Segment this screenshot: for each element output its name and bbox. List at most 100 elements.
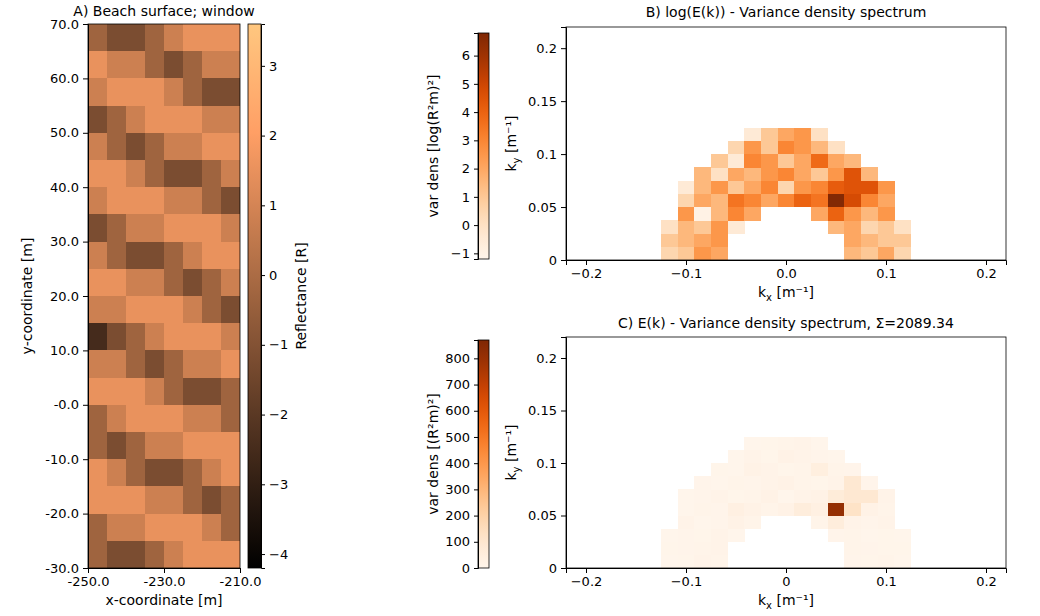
cell	[711, 489, 728, 502]
cell	[778, 167, 795, 181]
cell	[811, 476, 828, 489]
cell	[711, 476, 728, 489]
cell	[678, 502, 695, 515]
cell	[202, 514, 221, 542]
cell	[894, 247, 911, 260]
cell	[126, 378, 145, 406]
cell	[861, 234, 878, 248]
tick-label: 3	[269, 59, 277, 74]
cell	[678, 247, 695, 260]
tick-label: 5	[462, 77, 470, 92]
cell	[183, 24, 202, 52]
cell	[164, 242, 183, 270]
tick-mark	[474, 568, 478, 569]
cell	[221, 106, 240, 134]
cell	[861, 529, 878, 542]
colorbar	[248, 24, 261, 568]
tick-mark	[561, 358, 566, 359]
cell	[126, 187, 145, 215]
cell	[183, 269, 202, 297]
tick-mark	[83, 133, 88, 134]
tick: 30.0	[50, 234, 88, 249]
tick-label: 0.1	[876, 574, 897, 589]
cell	[811, 141, 828, 155]
cell	[202, 405, 221, 433]
tick-label: -210.0	[220, 574, 262, 589]
cell	[661, 234, 678, 248]
cell	[828, 463, 845, 476]
cell	[794, 450, 811, 463]
cells	[88, 24, 240, 568]
tick-label: −0.2	[571, 574, 603, 589]
cell	[221, 296, 240, 324]
colorbar-axis: −10123456	[451, 34, 479, 262]
cell	[728, 194, 745, 208]
cell	[183, 187, 202, 215]
cell	[126, 486, 145, 514]
cell	[861, 207, 878, 221]
cell	[164, 24, 183, 52]
cell	[778, 450, 795, 463]
cell	[828, 476, 845, 489]
cell	[728, 463, 745, 476]
label-part: [m⁻¹]	[503, 115, 519, 157]
cell	[88, 242, 107, 270]
axis-line	[561, 338, 567, 569]
tick: 0.1	[536, 147, 566, 162]
cell	[844, 516, 861, 529]
cell	[811, 489, 828, 502]
cell	[844, 220, 861, 234]
cell	[107, 214, 126, 242]
tick: 0.1	[536, 456, 566, 471]
cell	[744, 437, 761, 450]
tick: 1	[462, 190, 478, 205]
cell	[761, 167, 778, 181]
cell	[202, 106, 221, 134]
cell	[794, 141, 811, 155]
cell	[828, 207, 845, 221]
y-axis: 70.060.050.040.030.020.010.0-0.0-10.0-20…	[45, 17, 88, 576]
cell	[88, 459, 107, 487]
cell	[202, 323, 221, 351]
y-axis: 00.050.10.150.2	[528, 28, 566, 268]
cell	[744, 181, 761, 195]
tick-label: −1	[269, 337, 288, 352]
tick-label: 0	[549, 561, 557, 576]
cell	[878, 181, 895, 195]
cell	[221, 51, 240, 78]
tick-mark	[561, 260, 566, 261]
cell	[861, 489, 878, 502]
tick-mark	[83, 242, 88, 243]
cell	[164, 486, 183, 514]
cell	[107, 187, 126, 215]
cell	[88, 296, 107, 324]
cell	[88, 486, 107, 514]
cell	[794, 502, 811, 515]
cell	[126, 459, 145, 487]
cell	[761, 154, 778, 168]
tick-label: 0.1	[876, 266, 897, 281]
tick-label: 600	[445, 403, 470, 418]
cell	[202, 51, 221, 78]
tick-mark	[474, 169, 478, 170]
tick-label: 0.0	[776, 266, 797, 281]
tick-label: 500	[445, 430, 470, 445]
cell	[661, 529, 678, 542]
axis-line	[567, 569, 1007, 574]
cell	[828, 194, 845, 208]
cell	[844, 463, 861, 476]
plot-background	[566, 337, 1006, 568]
tick-label: 200	[445, 508, 470, 523]
tick: −1	[451, 246, 478, 261]
tick: 0.05	[528, 508, 566, 523]
cell	[778, 141, 795, 155]
cell	[861, 542, 878, 555]
tick: 2	[261, 128, 277, 143]
cell	[694, 529, 711, 542]
cell	[794, 463, 811, 476]
tick: 0.2	[536, 351, 566, 366]
tick: 0	[462, 561, 478, 576]
cell	[744, 128, 761, 142]
tick: 4	[462, 105, 478, 120]
plot-frame	[566, 27, 1006, 260]
